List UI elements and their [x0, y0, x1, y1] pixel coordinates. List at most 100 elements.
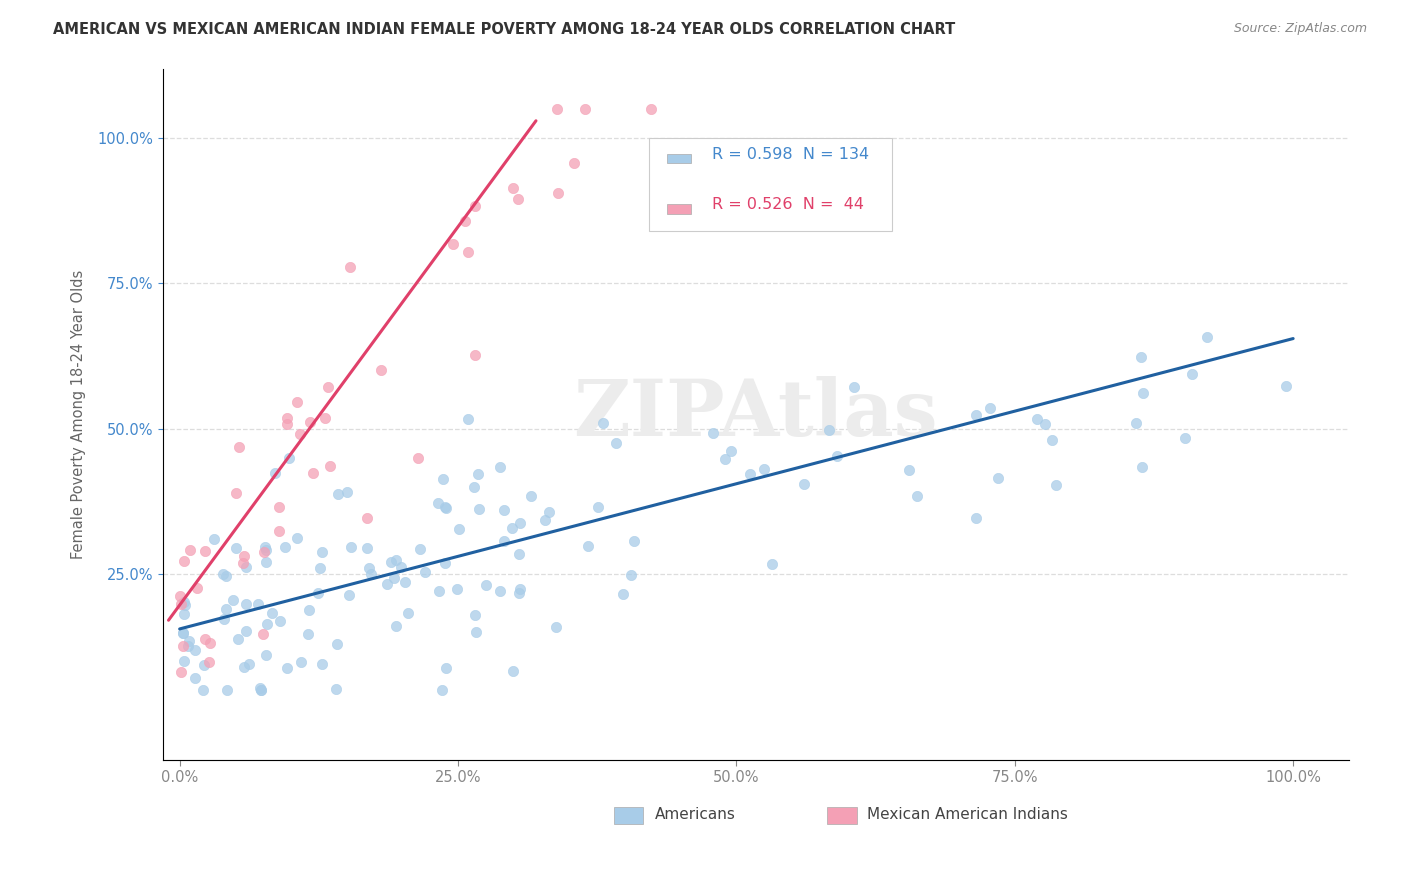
Point — [475, 578, 498, 592]
Point — [965, 511, 987, 525]
Point — [544, 620, 567, 634]
Point — [509, 516, 531, 530]
Point — [586, 500, 609, 514]
Point — [413, 566, 436, 580]
Point — [492, 534, 515, 549]
Point — [489, 459, 512, 474]
Point — [434, 557, 457, 571]
Point — [446, 582, 468, 597]
Point — [337, 588, 360, 602]
Point — [357, 561, 380, 575]
Bar — [827, 806, 856, 824]
Point — [290, 427, 312, 442]
Point — [905, 489, 928, 503]
Point — [252, 545, 274, 559]
Point — [302, 466, 325, 480]
Point — [193, 658, 215, 673]
Point — [233, 659, 256, 673]
Point — [172, 639, 194, 653]
Text: Americans: Americans — [655, 807, 735, 822]
Point — [264, 466, 287, 480]
Point — [285, 531, 308, 545]
Point — [965, 408, 987, 422]
Point — [360, 566, 382, 581]
Point — [620, 567, 643, 582]
Point — [467, 501, 489, 516]
Point — [177, 634, 200, 648]
Point — [434, 500, 457, 515]
Point — [464, 198, 486, 212]
Point — [172, 625, 194, 640]
Point — [276, 661, 298, 675]
Point — [538, 505, 561, 519]
Point — [269, 614, 291, 628]
Point — [752, 461, 775, 475]
Point — [467, 467, 489, 481]
Point — [252, 627, 274, 641]
Point — [382, 571, 405, 585]
Point — [202, 532, 225, 546]
Point — [276, 417, 298, 432]
Point — [434, 660, 457, 674]
Point — [194, 544, 217, 558]
Point — [267, 524, 290, 538]
Point — [441, 236, 464, 251]
Point — [492, 503, 515, 517]
Point — [319, 459, 342, 474]
Point — [408, 541, 430, 556]
Point — [254, 555, 277, 569]
Point — [519, 490, 541, 504]
Point — [738, 467, 761, 482]
Point — [1045, 478, 1067, 492]
Point — [254, 648, 277, 662]
Point — [309, 561, 332, 575]
Point — [235, 597, 257, 611]
Point — [311, 657, 333, 672]
Point — [576, 539, 599, 553]
Point — [217, 682, 239, 697]
Point — [464, 607, 486, 622]
Point — [426, 496, 449, 510]
Point — [464, 624, 486, 639]
Point — [793, 476, 815, 491]
Point — [1033, 417, 1056, 432]
Point — [463, 348, 485, 362]
Point — [314, 411, 336, 425]
Point — [173, 607, 195, 621]
Point — [457, 244, 479, 259]
Text: AMERICAN VS MEXICAN AMERICAN INDIAN FEMALE POVERTY AMONG 18-24 YEAR OLDS CORRELA: AMERICAN VS MEXICAN AMERICAN INDIAN FEMA… — [53, 22, 956, 37]
Point — [184, 671, 207, 685]
Point — [287, 395, 309, 409]
Point — [592, 416, 614, 430]
Text: ZIPAtlas: ZIPAtlas — [574, 376, 938, 452]
Text: R = 0.598  N = 134: R = 0.598 N = 134 — [711, 147, 869, 162]
Point — [1125, 416, 1147, 430]
Bar — [666, 153, 690, 163]
Point — [508, 586, 530, 600]
Point — [235, 559, 257, 574]
Point — [640, 102, 662, 116]
Point — [385, 553, 408, 567]
Point — [713, 452, 735, 467]
Point — [215, 569, 238, 583]
Point — [173, 654, 195, 668]
Text: Source: ZipAtlas.com: Source: ZipAtlas.com — [1233, 22, 1367, 36]
Point — [463, 480, 485, 494]
Point — [226, 632, 249, 646]
Point — [215, 602, 238, 616]
Point — [506, 192, 529, 206]
Point — [623, 533, 645, 548]
Point — [394, 575, 416, 590]
Point — [406, 450, 429, 465]
Point — [844, 380, 866, 394]
Point — [612, 587, 634, 601]
Point — [702, 426, 724, 441]
Point — [174, 598, 197, 612]
Bar — [666, 204, 690, 214]
Point — [233, 549, 256, 563]
Point — [488, 583, 510, 598]
FancyBboxPatch shape — [650, 137, 893, 231]
Point — [380, 555, 402, 569]
Point — [269, 500, 291, 514]
Point — [339, 260, 361, 275]
